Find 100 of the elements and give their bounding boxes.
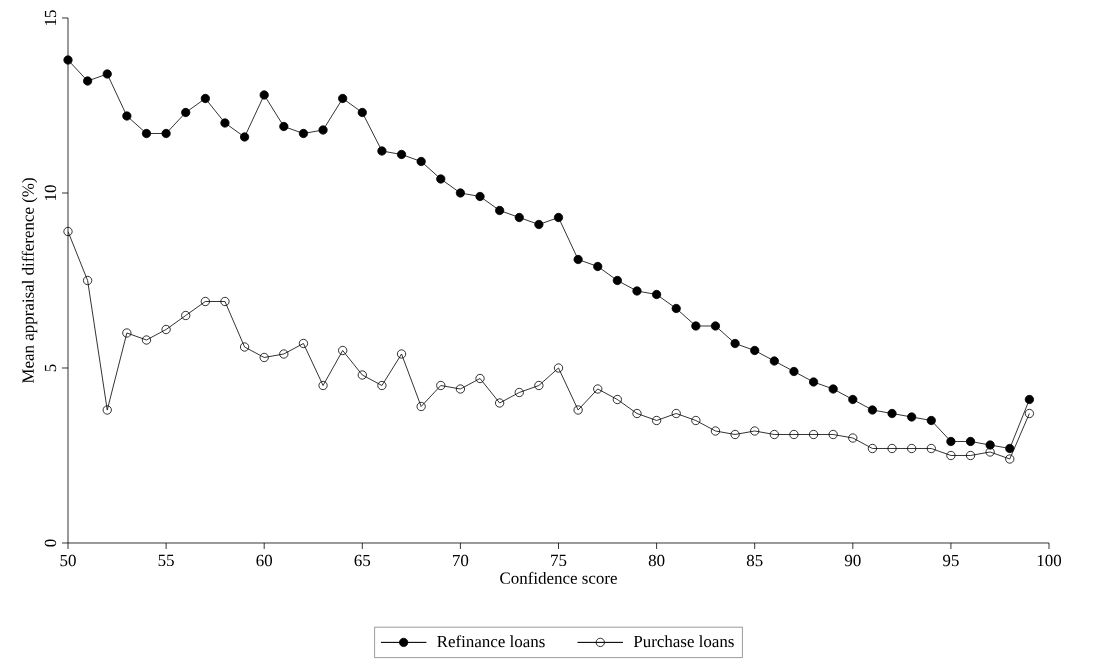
point xyxy=(83,275,93,286)
x-axis-title: Confidence score xyxy=(500,571,617,584)
point xyxy=(455,188,465,198)
point xyxy=(887,408,897,419)
point xyxy=(102,69,112,79)
point xyxy=(377,146,387,156)
point xyxy=(455,384,465,394)
point xyxy=(710,321,721,331)
point xyxy=(946,450,956,461)
point xyxy=(652,289,662,300)
point xyxy=(396,149,407,160)
point xyxy=(495,398,505,408)
point xyxy=(965,450,976,461)
point xyxy=(200,93,210,104)
y-axis-title: Mean appraisal difference (%) xyxy=(21,178,38,384)
point xyxy=(220,296,230,307)
point xyxy=(907,443,917,454)
point xyxy=(436,380,446,391)
point xyxy=(1024,394,1034,405)
point xyxy=(691,321,701,331)
legend-label: Purchase loans xyxy=(633,635,734,648)
point xyxy=(553,212,564,223)
x-tick-label: 100 xyxy=(1037,554,1062,567)
point xyxy=(553,363,564,373)
point xyxy=(259,90,269,100)
point xyxy=(83,76,93,86)
point xyxy=(239,342,250,352)
point xyxy=(102,405,112,415)
x-tick-label: 55 xyxy=(158,554,174,567)
point xyxy=(181,310,191,321)
point xyxy=(416,401,426,412)
point xyxy=(1024,408,1034,419)
point xyxy=(279,121,289,132)
point xyxy=(573,254,583,265)
point xyxy=(769,429,779,440)
point xyxy=(750,426,760,436)
point xyxy=(632,286,642,296)
point xyxy=(181,107,191,118)
x-tick-label: 65 xyxy=(354,554,371,567)
point xyxy=(298,128,309,139)
y-tick-label: 15 xyxy=(44,10,57,25)
point xyxy=(632,408,642,419)
point xyxy=(985,447,995,457)
point xyxy=(710,426,721,436)
point xyxy=(808,377,819,387)
point xyxy=(965,436,976,447)
y-tick-label: 0 xyxy=(44,539,57,547)
point xyxy=(63,55,73,65)
point xyxy=(730,338,740,349)
point xyxy=(867,443,878,454)
point xyxy=(357,370,367,380)
point xyxy=(200,296,210,307)
point xyxy=(926,415,936,426)
x-tick-label: 90 xyxy=(844,554,861,567)
point xyxy=(161,128,171,139)
point xyxy=(259,352,269,363)
point xyxy=(848,433,858,443)
point xyxy=(514,212,524,223)
point xyxy=(436,174,446,184)
point xyxy=(239,132,250,142)
point xyxy=(318,380,328,391)
point xyxy=(691,415,701,426)
point xyxy=(769,356,779,366)
point xyxy=(828,429,838,440)
point xyxy=(867,405,878,415)
point xyxy=(534,219,544,230)
y-tick-label: 5 xyxy=(44,364,57,372)
point xyxy=(671,408,681,419)
point xyxy=(298,338,309,349)
point xyxy=(671,303,681,314)
point xyxy=(141,335,152,345)
point xyxy=(1005,443,1015,454)
point xyxy=(338,93,348,104)
x-tick-label: 95 xyxy=(942,554,959,567)
point xyxy=(946,436,956,447)
point xyxy=(416,156,426,167)
point xyxy=(828,384,838,394)
point xyxy=(789,366,799,377)
legend-label: Refinance loans xyxy=(437,635,545,648)
point xyxy=(730,429,740,440)
x-tick-label: 75 xyxy=(551,554,567,567)
point xyxy=(279,349,289,359)
point xyxy=(220,118,230,128)
point xyxy=(593,384,603,394)
point xyxy=(750,345,760,356)
point xyxy=(357,107,367,118)
point xyxy=(612,394,622,405)
x-tick-label: 60 xyxy=(256,554,273,567)
point xyxy=(808,429,819,440)
point xyxy=(122,328,132,338)
point xyxy=(377,380,387,391)
point xyxy=(593,261,603,272)
point xyxy=(338,345,348,356)
point xyxy=(848,394,858,405)
point xyxy=(122,111,132,121)
point xyxy=(887,443,897,454)
point xyxy=(141,128,152,139)
x-tick-label: 85 xyxy=(746,554,763,567)
point xyxy=(475,373,485,384)
x-tick-label: 70 xyxy=(453,554,469,567)
